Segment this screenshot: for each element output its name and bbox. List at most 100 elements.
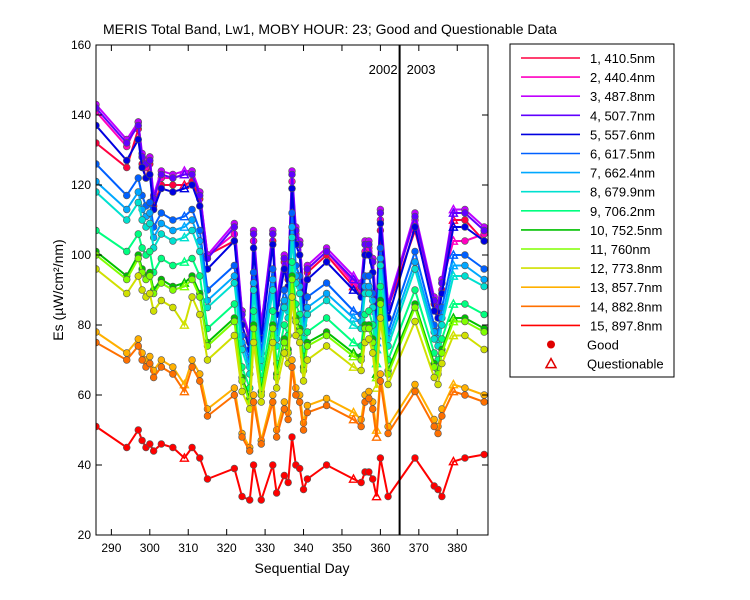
good-point [123, 275, 131, 284]
good-point [411, 247, 419, 256]
good-point [196, 377, 204, 385]
good-point [295, 251, 304, 259]
good-point [269, 461, 277, 469]
good-point [123, 156, 131, 165]
good-point [438, 412, 446, 420]
legend-item: 8, 679.9nm [521, 185, 655, 200]
good-point [188, 443, 196, 452]
good-point [369, 405, 377, 413]
good-point [480, 450, 488, 459]
good-point [96, 177, 100, 186]
good-point [461, 317, 469, 326]
good-point [461, 454, 469, 462]
good-point [288, 356, 296, 364]
good-point [146, 359, 154, 368]
good-point [146, 198, 154, 207]
good-point [280, 265, 289, 273]
good-point [146, 272, 154, 280]
good-point [249, 461, 258, 469]
good-point [134, 426, 142, 434]
good-point [230, 279, 239, 287]
good-point [303, 328, 312, 336]
good-point [438, 321, 446, 329]
good-point [238, 387, 246, 396]
questionable-point [179, 281, 190, 291]
good-point [96, 139, 100, 147]
good-point [461, 391, 469, 399]
good-point [249, 324, 258, 333]
good-point [269, 265, 277, 273]
good-point [123, 349, 131, 357]
good-point [480, 282, 488, 291]
good-point [280, 471, 289, 480]
good-point [288, 433, 296, 441]
legend-label: 6, 617.5nm [590, 147, 655, 162]
good-point [369, 349, 377, 357]
good-point [411, 286, 419, 294]
good-point [365, 289, 373, 298]
good-point [480, 328, 488, 336]
good-point [303, 475, 312, 483]
legend-label: Good [587, 338, 619, 353]
legend-label: 2, 440.4nm [590, 70, 655, 85]
good-point [322, 289, 331, 298]
y-tick-label: 140 [71, 108, 91, 122]
good-point [269, 398, 277, 406]
legend-label: 11, 760nm [590, 242, 650, 257]
good-point [461, 223, 469, 231]
good-point [157, 170, 166, 179]
good-point [238, 433, 246, 441]
good-point [365, 324, 373, 333]
good-point [96, 104, 100, 112]
good-point [357, 366, 365, 375]
y-tick-label: 100 [71, 248, 91, 262]
good-point [146, 352, 154, 361]
good-point [96, 422, 100, 431]
good-point [196, 454, 204, 462]
good-point [230, 464, 239, 473]
good-point [149, 447, 158, 455]
legend-item: 6, 617.5nm [521, 147, 655, 162]
good-point [376, 314, 385, 322]
good-point [257, 398, 265, 406]
legend-label: 4, 507.7nm [590, 108, 655, 123]
good-point [376, 377, 385, 385]
good-point [188, 293, 196, 301]
legend-label: 13, 857.7nm [590, 280, 662, 295]
good-point [288, 209, 296, 217]
legend-label: 7, 662.4nm [590, 166, 655, 181]
good-point [134, 198, 142, 207]
good-point [322, 342, 331, 350]
good-point [280, 303, 289, 312]
good-point [303, 293, 312, 301]
x-axis: 290 300 310 320 330 340 350 360 370 380 [101, 45, 468, 555]
legend-item: 14, 882.8nm [521, 299, 662, 314]
good-point [461, 272, 469, 280]
good-point [365, 335, 373, 343]
good-point [384, 380, 392, 389]
good-point [169, 188, 177, 196]
good-point [157, 296, 166, 305]
good-point [438, 492, 446, 501]
good-point [303, 265, 312, 273]
good-point [196, 202, 204, 210]
good-point [434, 485, 442, 494]
legend-item: 7, 662.4nm [521, 166, 655, 181]
good-point [249, 244, 258, 252]
good-point [461, 209, 469, 217]
questionable-point [348, 284, 359, 294]
good-point [269, 391, 277, 399]
good-point [288, 170, 296, 179]
legend-item: 13, 857.7nm [521, 280, 662, 295]
good-point [365, 387, 373, 396]
x-tick-label: 300 [140, 541, 160, 555]
good-point [303, 303, 312, 312]
good-point [249, 307, 258, 315]
good-point [238, 492, 246, 501]
good-point [322, 279, 331, 287]
good-point [280, 286, 289, 294]
questionable-point [448, 249, 459, 259]
good-point [461, 261, 469, 270]
good-point [461, 300, 469, 308]
